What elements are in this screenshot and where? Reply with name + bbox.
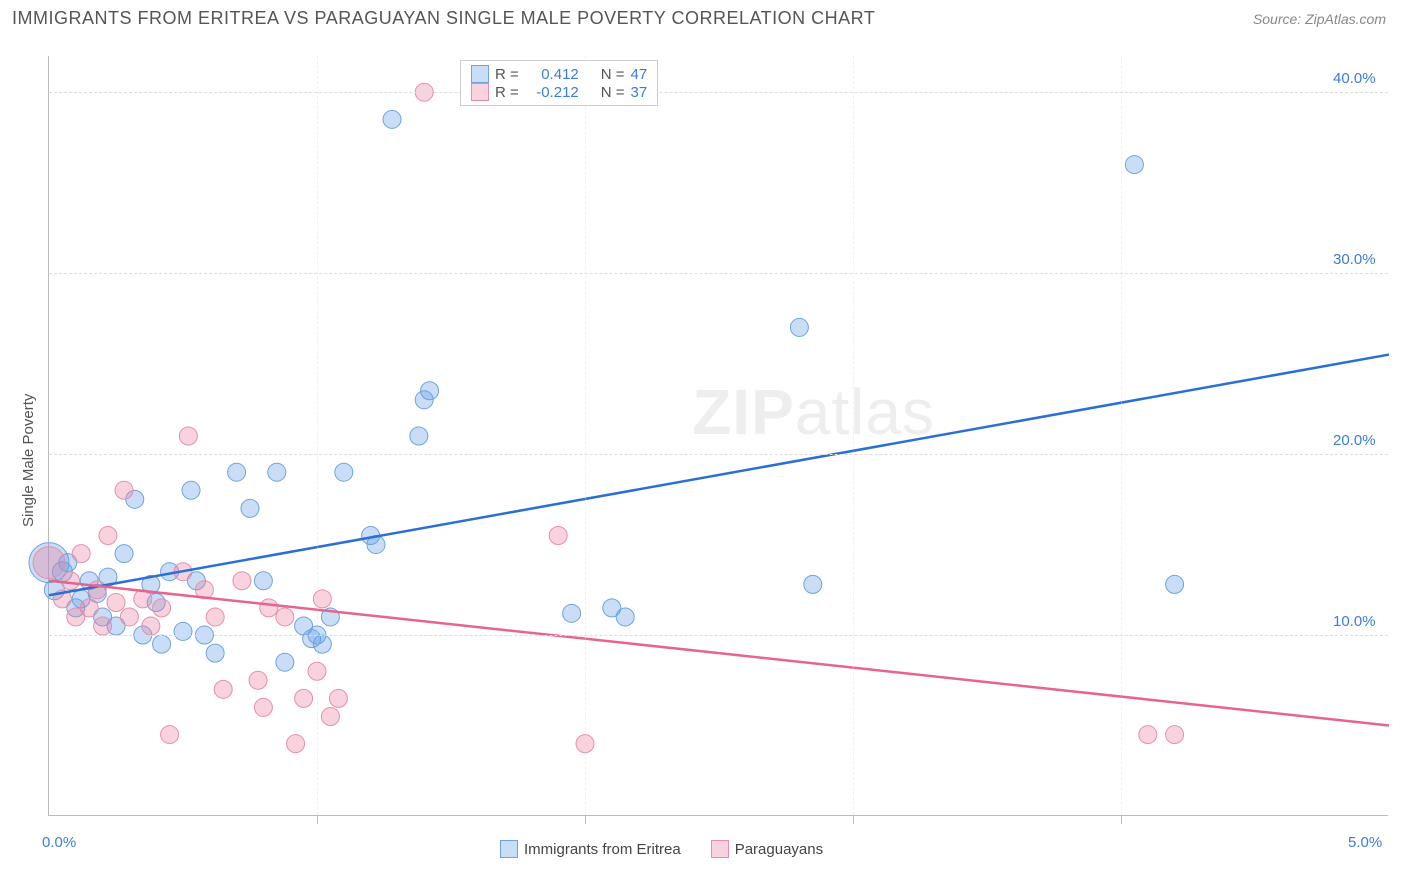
series-label: Immigrants from Eritrea [524,841,681,858]
data-point-eritrea [241,499,259,517]
data-point-eritrea [254,572,272,590]
data-point-eritrea [616,608,634,626]
legend-n-value: 37 [631,84,648,101]
x-tick-label: 0.0% [42,834,76,851]
gridline-v [585,56,586,815]
series-legend: Immigrants from Eritrea Paraguayans [500,840,823,858]
data-point-paraguay [161,726,179,744]
data-point-eritrea [790,318,808,336]
legend-swatch-paraguay [471,83,489,101]
data-point-paraguay [120,608,138,626]
gridline-v [317,56,318,815]
gridline-h [49,454,1388,455]
data-point-paraguay [214,680,232,698]
data-point-paraguay [206,608,224,626]
legend-r-label: R = [495,66,519,83]
data-point-paraguay [94,617,112,635]
gridline-h [49,635,1388,636]
y-tick-label: 30.0% [1333,251,1376,268]
data-point-paraguay [260,599,278,617]
x-tick-label: 5.0% [1348,834,1382,851]
data-point-paraguay [153,599,171,617]
data-point-paraguay [179,427,197,445]
legend-r-value: 0.412 [525,66,579,83]
data-point-paraguay [233,572,251,590]
x-tick [585,816,586,824]
data-point-eritrea [563,604,581,622]
source-label: Source: ZipAtlas.com [1253,11,1386,27]
data-point-paraguay [61,572,79,590]
data-point-paraguay [33,547,65,579]
data-point-paraguay [276,608,294,626]
legend-r-value: -0.212 [525,84,579,101]
legend-n-label: N = [601,66,625,83]
gridline-h [49,92,1388,93]
data-point-eritrea [410,427,428,445]
data-point-paraguay [295,689,313,707]
trend-line-paraguay [49,581,1389,726]
data-point-paraguay [99,527,117,545]
data-point-paraguay [254,698,272,716]
data-point-eritrea [182,481,200,499]
data-point-eritrea [383,110,401,128]
data-point-eritrea [268,463,286,481]
data-point-eritrea [153,635,171,653]
data-point-eritrea [1166,575,1184,593]
legend-n-label: N = [601,84,625,101]
x-tick [1121,816,1122,824]
legend-n-value: 47 [631,66,648,83]
trend-line-eritrea [49,355,1389,596]
x-tick [317,816,318,824]
data-point-eritrea [421,382,439,400]
legend-r-label: R = [495,84,519,101]
data-point-eritrea [228,463,246,481]
data-point-eritrea [206,644,224,662]
legend-swatch-eritrea [471,65,489,83]
series-legend-paraguay: Paraguayans [711,840,823,858]
y-tick-label: 20.0% [1333,432,1376,449]
chart-svg [49,56,1389,816]
series-label: Paraguayans [735,841,823,858]
data-point-paraguay [549,527,567,545]
series-swatch-paraguay [711,840,729,858]
data-point-paraguay [329,689,347,707]
data-point-paraguay [1139,726,1157,744]
legend-row-paraguay: R = -0.212 N = 37 [471,83,647,101]
data-point-eritrea [276,653,294,671]
legend-row-eritrea: R = 0.412 N = 47 [471,65,647,83]
series-swatch-eritrea [500,840,518,858]
data-point-paraguay [287,735,305,753]
data-point-paraguay [249,671,267,689]
data-point-eritrea [335,463,353,481]
gridline-v [1121,56,1122,815]
gridline-h [49,273,1388,274]
data-point-paraguay [1166,726,1184,744]
data-point-eritrea [1125,156,1143,174]
data-point-paraguay [80,599,98,617]
data-point-paraguay [142,617,160,635]
gridline-v [853,56,854,815]
y-axis-label: Single Male Poverty [20,394,37,527]
chart-plot-area: ZIPatlas [48,56,1388,816]
data-point-paraguay [321,707,339,725]
data-point-eritrea [115,545,133,563]
data-point-paraguay [107,593,125,611]
series-legend-eritrea: Immigrants from Eritrea [500,840,681,858]
data-point-eritrea [804,575,822,593]
data-point-paraguay [88,581,106,599]
data-point-paraguay [72,545,90,563]
x-tick [853,816,854,824]
y-tick-label: 10.0% [1333,613,1376,630]
chart-title: IMMIGRANTS FROM ERITREA VS PARAGUAYAN SI… [12,8,875,29]
y-tick-label: 40.0% [1333,70,1376,87]
correlation-legend: R = 0.412 N = 47 R = -0.212 N = 37 [460,60,658,106]
data-point-paraguay [115,481,133,499]
data-point-eritrea [174,622,192,640]
